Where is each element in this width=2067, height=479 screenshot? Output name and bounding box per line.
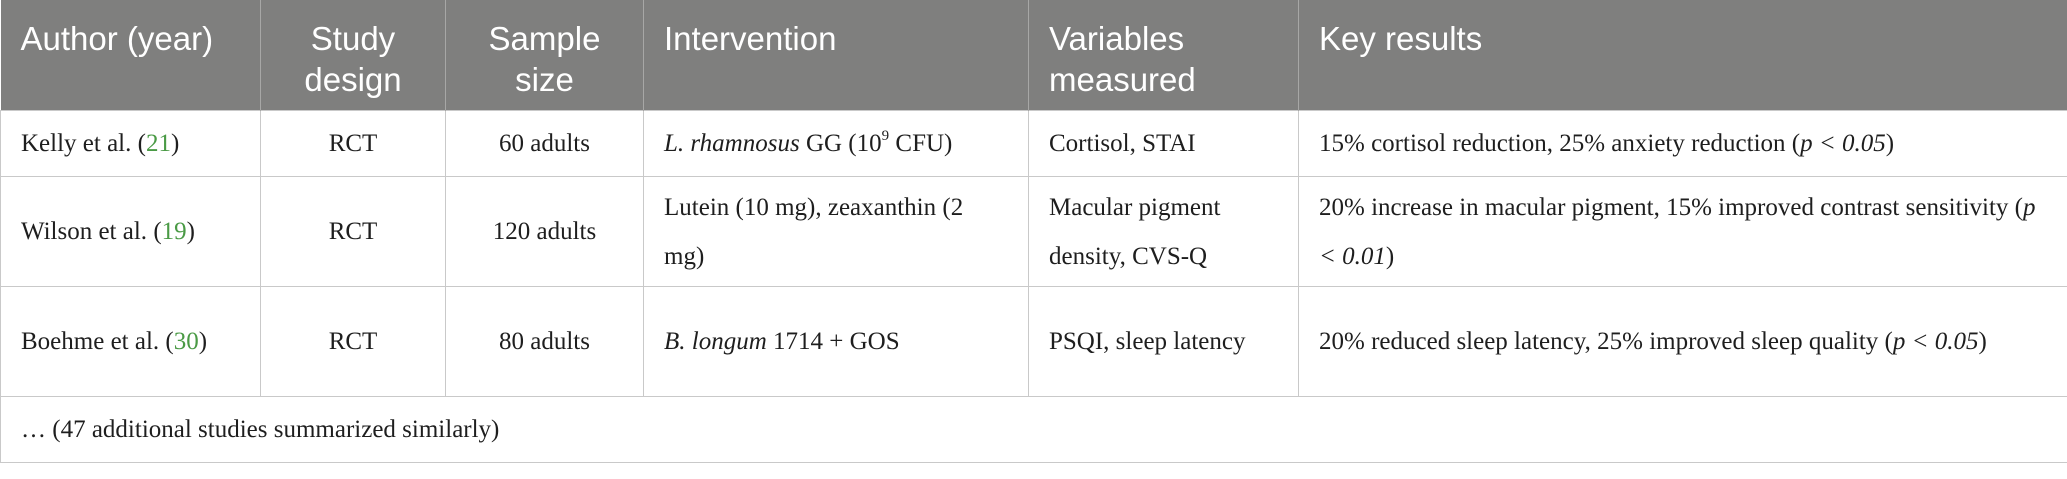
intervention-cell: B. longum 1714 + GOS — [643, 286, 1029, 397]
column-header-key-results: Key results — [1298, 0, 2067, 111]
table-row: Wilson et al. (19) RCT 120 adults Lutein… — [0, 176, 2067, 287]
reference-link[interactable]: 30 — [173, 328, 199, 355]
column-header-study-design: Study design — [260, 0, 446, 111]
author-name: Boehme et al. — [21, 328, 160, 355]
sample-size-cell: 60 adults — [445, 110, 644, 177]
results-close: ) — [1978, 328, 1987, 355]
study-design-cell: RCT — [260, 176, 446, 287]
column-header-sample-size: Sample size — [445, 0, 644, 111]
author-cell: Kelly et al. (21) — [0, 110, 261, 177]
results-close: ) — [1385, 242, 1395, 270]
studies-table: Author (year) Study design Sample size I… — [0, 0, 2067, 463]
study-design-cell: RCT — [260, 110, 446, 177]
results-text: 20% increase in macular pigment, 15% imp… — [1319, 193, 2023, 221]
intervention-cell: L. rhamnosus GG (109 CFU) — [643, 110, 1029, 177]
exponent: 9 — [881, 127, 890, 144]
variables-cell: Cortisol, STAI — [1028, 110, 1299, 177]
intervention-cell: Lutein (10 mg), zeaxanthin (2 mg) — [643, 176, 1029, 287]
results-close: ) — [1885, 130, 1895, 157]
intervention-tail: CFU) — [889, 130, 953, 157]
header-row: Author (year) Study design Sample size I… — [0, 0, 2067, 111]
intervention-text: GG (10 — [799, 130, 882, 157]
results-text: 15% cortisol reduction, 25% anxiety redu… — [1319, 130, 1801, 157]
results-cell: 15% cortisol reduction, 25% anxiety redu… — [1298, 110, 2067, 177]
column-header-author: Author (year) — [0, 0, 261, 111]
sample-size-cell: 80 adults — [445, 286, 644, 397]
variables-cell: Macular pigment density, CVS-Q — [1028, 176, 1299, 287]
table-row: Kelly et al. (21) RCT 60 adults L. rhamn… — [0, 110, 2067, 177]
species-name: L. rhamnosus — [664, 130, 800, 157]
reference-link[interactable]: 19 — [161, 218, 187, 245]
p-value: p < 0.05 — [1892, 328, 1979, 355]
results-cell: 20% increase in macular pigment, 15% imp… — [1298, 176, 2067, 287]
intervention-text: 1714 + GOS — [766, 328, 900, 355]
study-design-cell: RCT — [260, 286, 446, 397]
column-header-intervention: Intervention — [643, 0, 1029, 111]
column-header-variables-measured: Variables measured — [1028, 0, 1299, 111]
author-name: Kelly et al. — [21, 130, 132, 157]
species-name: B. longum — [664, 328, 767, 355]
variables-cell: PSQI, sleep latency — [1028, 286, 1299, 397]
p-value: p < 0.01 — [1319, 193, 2036, 270]
reference-link[interactable]: 21 — [145, 130, 171, 157]
results-text: 20% reduced sleep latency, 25% improved … — [1319, 328, 1893, 355]
footer-note: … (47 additional studies summarized simi… — [0, 396, 2067, 463]
author-cell: Boehme et al. (30) — [0, 286, 261, 397]
author-cell: Wilson et al. (19) — [0, 176, 261, 287]
table-row: Boehme et al. (30) RCT 80 adults B. long… — [0, 286, 2067, 397]
author-name: Wilson et al. — [21, 218, 148, 245]
results-cell: 20% reduced sleep latency, 25% improved … — [1298, 286, 2067, 397]
sample-size-cell: 120 adults — [445, 176, 644, 287]
footer-row: … (47 additional studies summarized simi… — [0, 396, 2067, 463]
p-value: p < 0.05 — [1800, 130, 1886, 157]
